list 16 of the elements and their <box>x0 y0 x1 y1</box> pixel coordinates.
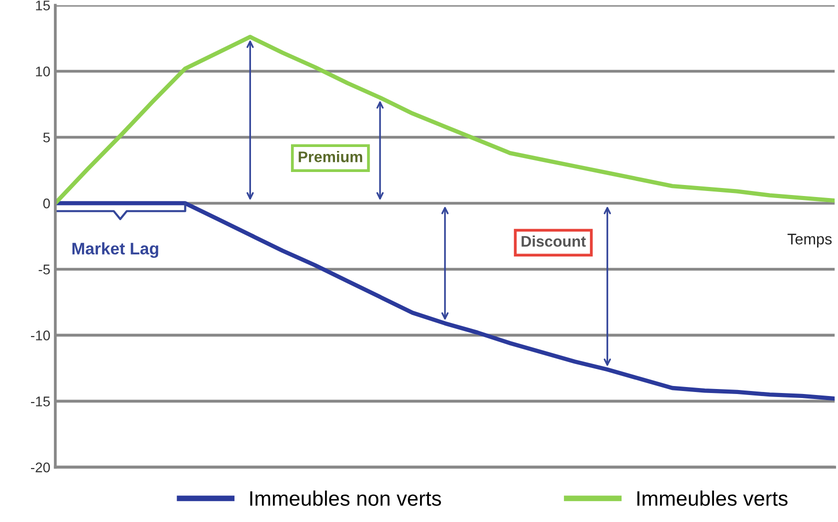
legend-label: Immeubles non verts <box>250 490 441 506</box>
annotation: Market Lag <box>72 242 158 258</box>
y-tick-label: -20 <box>30 462 50 472</box>
legend-label: Immeubles verts <box>637 490 788 506</box>
line-series <box>55 201 835 401</box>
line-series <box>55 34 835 206</box>
y-tick-label: 5 <box>43 132 50 142</box>
y-tick-label: 10 <box>36 66 50 76</box>
annotation: Discount <box>522 236 586 247</box>
y-tick-label: 0 <box>43 198 50 208</box>
y-tick-label: -10 <box>30 330 50 340</box>
y-tick-label: -5 <box>38 264 50 274</box>
y-tick-label: -15 <box>30 396 50 406</box>
annotation: Premium <box>298 151 362 162</box>
annotation: Temps <box>788 234 832 248</box>
y-tick-label: 15 <box>36 0 50 10</box>
